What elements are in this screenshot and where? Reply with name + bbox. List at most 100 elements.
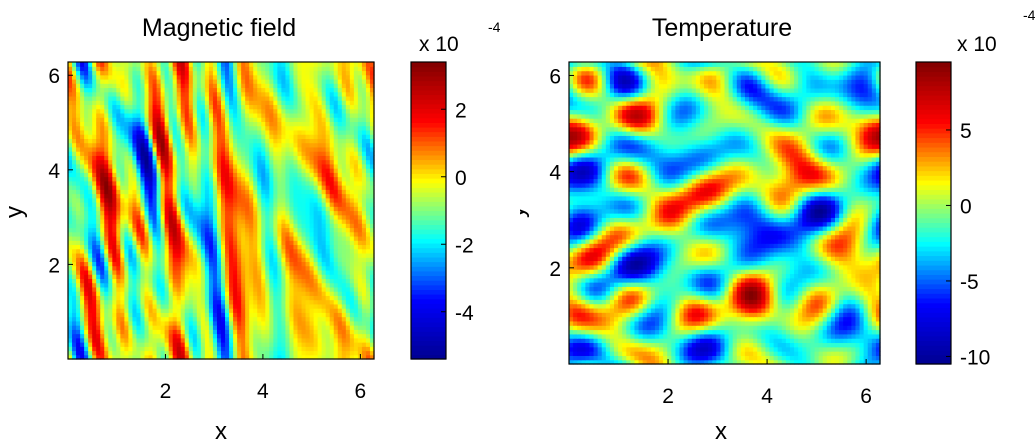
heatmap-cell (297, 329, 303, 335)
heatmap-cell (257, 354, 262, 360)
heatmap-cell (281, 291, 287, 296)
heatmap-cell (100, 333, 105, 339)
heatmap-cell (237, 265, 242, 271)
heatmap-cell (160, 269, 166, 275)
heatmap-cell (212, 291, 218, 296)
heatmap-cell (289, 274, 295, 279)
heatmap-cell (200, 333, 206, 339)
heatmap-cell (84, 227, 89, 233)
heatmap-cell (297, 210, 303, 216)
heatmap-cell (196, 138, 202, 144)
heatmap-cell (128, 286, 134, 292)
heatmap-cell (249, 185, 254, 190)
heatmap-cell (365, 278, 371, 284)
heatmap-cell (156, 354, 162, 360)
heatmap-cell (208, 95, 214, 101)
heatmap-cell (229, 172, 234, 178)
heatmap-cell (164, 269, 170, 275)
heatmap-cell (285, 308, 291, 313)
heatmap-cell (329, 91, 335, 97)
heatmap-cell (257, 248, 262, 254)
heatmap-cell (353, 354, 359, 360)
heatmap-cell (273, 125, 278, 131)
heatmap-cell (152, 320, 158, 326)
heatmap-cell (184, 172, 190, 178)
heatmap-cell (337, 185, 343, 190)
heatmap-cell (116, 325, 121, 330)
heatmap-cell (96, 202, 101, 207)
heatmap-cell (124, 159, 129, 165)
heatmap-cell (357, 138, 363, 144)
heatmap-cell (164, 180, 170, 186)
heatmap-cell (233, 117, 238, 122)
heatmap-cell (148, 329, 154, 335)
heatmap-cell (140, 282, 146, 288)
heatmap-cell (281, 202, 287, 207)
heatmap-cell (369, 316, 375, 322)
heatmap-cell (96, 180, 101, 186)
heatmap-cell (293, 91, 299, 97)
heatmap-cell (192, 227, 198, 233)
heatmap-cell (365, 202, 371, 207)
heatmap-cell (285, 278, 291, 284)
heatmap-cell (233, 159, 238, 165)
heatmap-cell (249, 299, 254, 305)
heatmap-cell (257, 295, 262, 301)
heatmap-cell (204, 151, 210, 156)
heatmap-cell (341, 346, 347, 352)
heatmap-cell (313, 197, 319, 203)
heatmap-cell (192, 244, 198, 250)
heatmap-cell (184, 282, 190, 288)
heatmap-cell (124, 286, 129, 292)
heatmap-cell (88, 274, 93, 279)
heatmap-cell (96, 218, 101, 224)
heatmap-cell (369, 83, 375, 89)
heatmap-cell (269, 176, 274, 182)
heatmap-cell (349, 257, 355, 263)
heatmap-cell (196, 337, 202, 343)
heatmap-cell (301, 134, 307, 139)
heatmap-cell (265, 138, 270, 144)
heatmap-cell (148, 299, 154, 305)
heatmap-cell (184, 117, 190, 122)
heatmap-cell (204, 197, 210, 203)
heatmap-cell (329, 235, 335, 241)
heatmap-cell (317, 121, 323, 127)
heatmap-cell (361, 316, 367, 322)
heatmap-cell (144, 261, 150, 267)
heatmap-cell (88, 346, 93, 352)
heatmap-cell (208, 168, 214, 173)
heatmap-cell (160, 235, 166, 241)
heatmap-cell (192, 121, 198, 127)
heatmap-cell (333, 244, 339, 250)
heatmap-cell (365, 231, 371, 237)
heatmap-cell (233, 240, 238, 246)
heatmap-cell (128, 257, 134, 263)
heatmap-cell (245, 214, 250, 220)
heatmap-cell (301, 176, 307, 182)
heatmap-cell (76, 206, 81, 212)
heatmap-cell (200, 180, 206, 186)
heatmap-cell (285, 108, 291, 114)
heatmap-cell (273, 231, 278, 237)
heatmap-cell (116, 248, 121, 254)
heatmap-cell (76, 223, 81, 229)
heatmap-cell (136, 87, 142, 93)
heatmap-cell (325, 193, 331, 199)
heatmap-cell (132, 117, 138, 122)
heatmap-cell (204, 274, 210, 279)
heatmap-cell (353, 193, 359, 199)
heatmap-cell (200, 176, 206, 182)
heatmap-cell (317, 240, 323, 246)
heatmap-cell (341, 325, 347, 330)
heatmap-cell (132, 163, 138, 169)
heatmap-cell (76, 316, 81, 322)
heatmap-cell (108, 286, 113, 292)
heatmap-cell (229, 333, 234, 339)
heatmap-cell (245, 252, 250, 258)
heatmap-cell (136, 329, 142, 335)
heatmap-cell (369, 189, 375, 195)
heatmap-cell (285, 172, 291, 178)
heatmap-cell (305, 312, 311, 318)
